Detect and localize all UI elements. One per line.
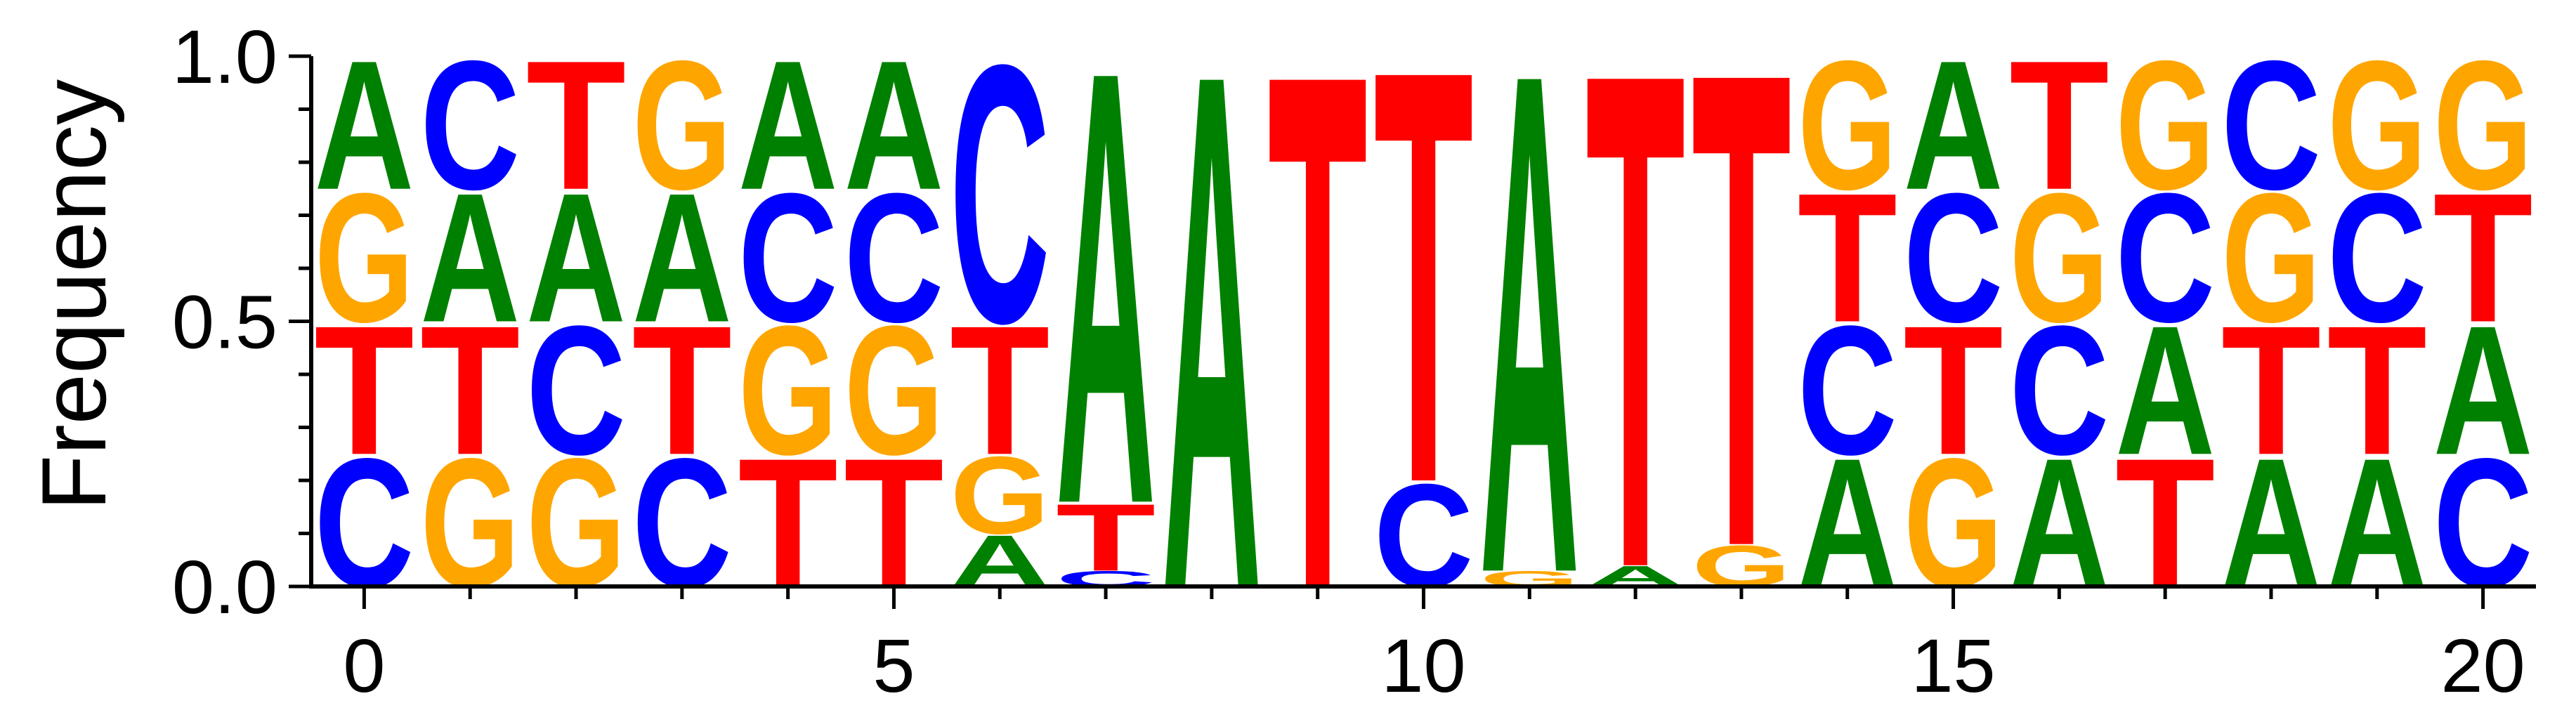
logo-letter-C-pos-16: C	[2009, 288, 2109, 494]
logo-letter-T-pos-9: T	[1268, 0, 1368, 722]
logo-letter-A-pos-4: A	[738, 22, 838, 228]
logo-letter-T-pos-0: T	[314, 288, 414, 493]
logo-letter-T-pos-20: T	[2433, 156, 2533, 361]
y-tick-label: 0.5	[172, 280, 277, 365]
logo-letter-T-pos-15: T	[1904, 288, 2003, 493]
x-tick-label: 5	[872, 623, 915, 708]
logo-letter-A-pos-15: A	[1903, 22, 2003, 228]
logo-letter-G-pos-3: G	[632, 22, 731, 228]
logo-letter-A-pos-17: A	[2115, 288, 2215, 494]
logo-letter-A-pos-8: A	[1162, 0, 1262, 722]
logo-letter-C-pos-1: C	[420, 22, 520, 228]
logo-letter-A-pos-1: A	[420, 155, 520, 361]
y-tick-label: 0.0	[172, 544, 277, 629]
x-tick-label: 20	[2441, 623, 2525, 708]
logo-letter-T-pos-12: T	[1586, 0, 1685, 715]
logo-letter-A-pos-11: A	[1479, 0, 1579, 722]
logo-letter-G-pos-18: G	[2221, 155, 2320, 360]
logo-letter-T-pos-6: T	[950, 288, 1050, 493]
logo-letter-A-pos-7: A	[1056, 0, 1156, 634]
logo-letter-T-pos-14: T	[1798, 156, 1897, 361]
x-tick-label: 10	[1381, 623, 1465, 708]
logo-letter-T-pos-19: T	[2327, 288, 2427, 493]
logo-letter-T-pos-7: T	[1056, 485, 1156, 591]
logo-letter-T-pos-3: T	[632, 288, 732, 493]
logo-letter-C-pos-14: C	[1798, 288, 1897, 494]
logo-letter-C-pos-4: C	[738, 155, 838, 361]
y-tick-label: 1.0	[172, 14, 277, 99]
x-tick-label: 0	[343, 623, 385, 708]
logo-letter-C-pos-5: C	[844, 155, 943, 361]
logo-letter-C-pos-18: C	[2221, 22, 2321, 228]
logo-letter-G-pos-16: G	[2010, 155, 2109, 360]
logo-letter-A-pos-20: A	[2433, 288, 2533, 494]
logo-letter-A-pos-3: A	[632, 155, 732, 361]
logo-letter-G-pos-19: G	[2327, 22, 2426, 228]
logo-letter-T-pos-2: T	[526, 23, 626, 228]
logo-letter-T-pos-16: T	[2009, 23, 2109, 228]
logo-letter-T-pos-10: T	[1374, 0, 1474, 606]
logo-letter-G-pos-6: G	[950, 434, 1050, 558]
logo-letter-C-pos-17: C	[2115, 155, 2215, 361]
logo-letter-T-pos-1: T	[420, 288, 520, 493]
logo-letter-A-pos-2: A	[526, 155, 626, 361]
logo-letter-T-pos-18: T	[2221, 288, 2321, 493]
logo-letter-C-pos-2: C	[526, 288, 626, 494]
logo-letter-G-pos-0: G	[315, 155, 414, 360]
x-tick-label: 15	[1911, 623, 1995, 708]
logo-letter-A-pos-5: A	[844, 22, 943, 228]
logo-letter-G-pos-17: G	[2115, 22, 2214, 228]
logo-letter-G-pos-5: G	[844, 287, 943, 493]
logo-letter-A-pos-0: A	[314, 22, 414, 228]
y-axis-label: Frequency	[22, 79, 125, 511]
logo-letter-T-pos-13: T	[1692, 0, 1791, 688]
logo-letter-G-pos-20: G	[2433, 22, 2532, 228]
logo-letter-C-pos-6: C	[950, 0, 1050, 400]
logo-letter-C-pos-15: C	[1903, 155, 2003, 361]
axes: 0.0 0.5 1.0 0 5 10 15 20	[172, 14, 2536, 708]
logo-letter-G-pos-4: G	[738, 287, 837, 493]
logo-letter-C-pos-19: C	[2327, 155, 2427, 361]
logo-letter-G-pos-14: G	[1798, 22, 1897, 228]
